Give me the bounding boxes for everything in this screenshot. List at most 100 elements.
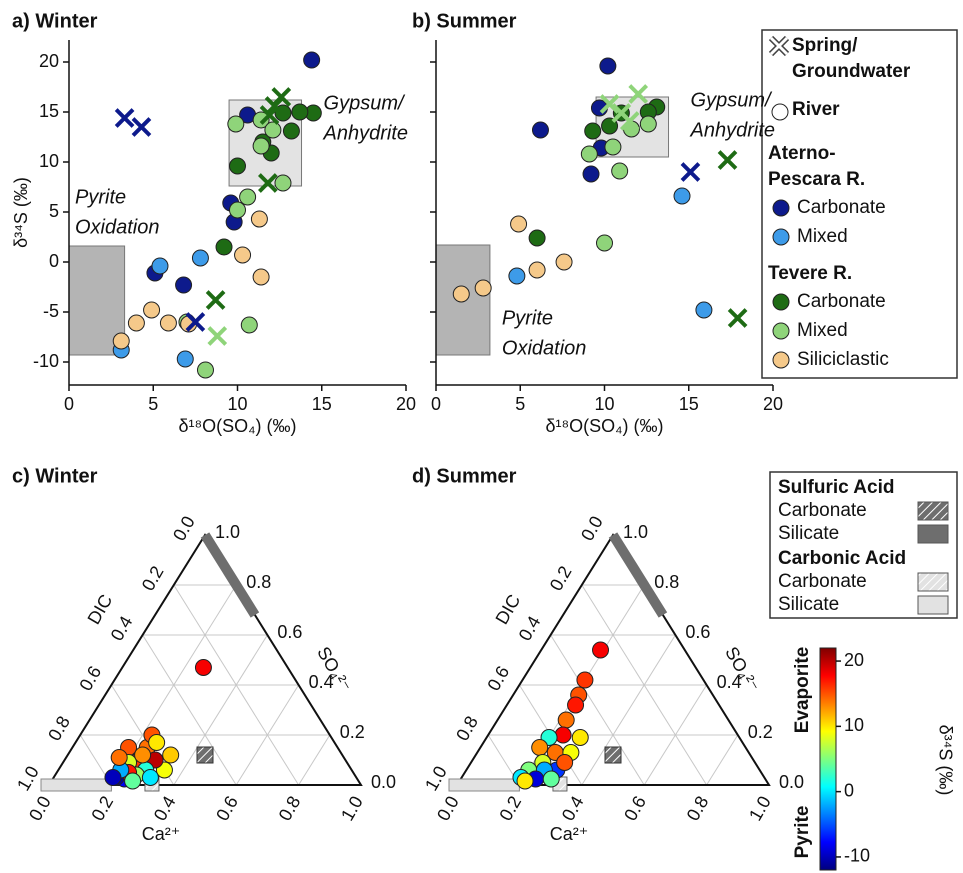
- left-axis-label: DIC: [84, 591, 117, 628]
- sulfuric-silicate: [200, 532, 260, 618]
- region-label: Gypsum/: [691, 89, 773, 111]
- river-point: [176, 350, 194, 368]
- bottom-tick-label: 1.0: [337, 793, 367, 825]
- grid-line: [235, 684, 300, 786]
- left-tick-label: 0.8: [452, 713, 482, 745]
- river-point: [528, 229, 546, 247]
- endmember-label: Silicate: [778, 594, 839, 615]
- endmember-swatch: [917, 524, 949, 544]
- x-tick-label: 5: [148, 394, 158, 414]
- endmember-swatch: [917, 572, 949, 592]
- colorbar-tick-label: 10: [844, 715, 864, 735]
- endmember-swatch: [917, 595, 949, 615]
- colorbar-top-label: Evaporite: [792, 647, 813, 734]
- bottom-axis-label: Ca²⁺: [142, 824, 181, 844]
- spring-marker: [114, 108, 135, 128]
- ternary-point: [134, 746, 152, 764]
- spring-marker: [717, 150, 738, 170]
- grid-line: [173, 634, 268, 786]
- river-point: [452, 285, 470, 303]
- right-tick-label: 0.2: [340, 722, 365, 742]
- bottom-tick-label: 0.8: [275, 793, 305, 825]
- spring-marker: [619, 111, 640, 131]
- river-point: [127, 314, 145, 332]
- left-tick-label: 0.0: [169, 513, 199, 545]
- river-point: [239, 188, 257, 206]
- right-tick-label: 1.0: [623, 522, 648, 542]
- river-point: [508, 267, 526, 285]
- panel-title: d) Summer: [412, 465, 517, 487]
- river-point: [229, 157, 246, 175]
- right-tick-label: 0.4: [717, 672, 742, 692]
- left-tick-label: 0.2: [138, 563, 168, 595]
- x-tick-label: 10: [227, 394, 247, 414]
- river-point: [252, 137, 270, 155]
- legend-group-title: Pescara R.: [768, 169, 865, 190]
- sulfuric-carbonate: [196, 746, 214, 764]
- river-point: [159, 314, 177, 332]
- grid-line: [643, 684, 708, 786]
- legend-label: Mixed: [797, 320, 848, 341]
- ternary-point: [567, 696, 585, 714]
- spring-marker: [628, 84, 649, 104]
- bottom-tick-label: 0.4: [150, 793, 180, 825]
- bottom-axis-label: Ca²⁺: [550, 824, 589, 844]
- ternary-point: [110, 749, 128, 766]
- x-tick-label: 0: [431, 394, 441, 414]
- ternary-frame: [455, 533, 771, 786]
- ternary-point: [148, 734, 166, 751]
- y-tick-label: -5: [43, 301, 59, 321]
- legend-label: Carbonate: [797, 197, 886, 218]
- colorbar-tick-label: 20: [844, 650, 864, 670]
- colorbar-tick-label: -10: [844, 846, 870, 866]
- river-point: [474, 279, 492, 297]
- river-point: [112, 332, 130, 350]
- colorbar-bottom-label: Pyrite: [792, 806, 813, 859]
- ternary-point: [556, 754, 574, 771]
- ternary-point: [571, 729, 589, 746]
- x-tick-label: 20: [763, 394, 783, 414]
- legend-label: Groundwater: [792, 61, 911, 82]
- river-point: [252, 111, 270, 129]
- river-point: [673, 187, 691, 205]
- river-point: [510, 215, 528, 233]
- y-tick-label: 20: [39, 51, 59, 71]
- region-label: Oxidation: [75, 216, 160, 238]
- ternary-point: [557, 711, 575, 729]
- river-point: [151, 257, 169, 275]
- right-tick-label: 0.4: [309, 672, 334, 692]
- colorbar-label: δ³⁴S (‰): [935, 725, 955, 796]
- spring-marker: [131, 117, 152, 137]
- x-tick-label: 10: [594, 394, 614, 414]
- left-tick-label: 1.0: [13, 763, 43, 795]
- left-tick-label: 0.6: [483, 663, 513, 695]
- ternary-point: [194, 659, 212, 676]
- river-point: [555, 253, 573, 271]
- carbonic-silicate: [40, 778, 112, 792]
- left-tick-label: 0.8: [44, 713, 74, 745]
- river-point: [234, 246, 252, 264]
- grid-line: [142, 634, 237, 786]
- ternary-point: [104, 769, 122, 786]
- spring-marker: [264, 96, 285, 116]
- right-tick-label: 0.2: [748, 722, 773, 742]
- y-axis-label: δ³⁴S (‰): [11, 177, 31, 248]
- x-tick-label: 15: [312, 394, 332, 414]
- region-label: Pyrite: [75, 186, 126, 208]
- spring-marker: [207, 326, 228, 346]
- river-point: [596, 234, 613, 252]
- legend-label: Carbonate: [797, 291, 886, 312]
- river-point: [604, 138, 622, 156]
- river-point: [191, 249, 209, 267]
- ternary-point: [592, 641, 610, 659]
- bottom-tick-label: 0.2: [87, 793, 117, 825]
- left-tick-label: 0.6: [75, 663, 105, 695]
- legend-box: [761, 29, 958, 379]
- endmember-group-title: Carbonic Acid: [778, 548, 906, 569]
- bottom-tick-label: 0.8: [683, 793, 713, 825]
- bottom-tick-label: 0.0: [433, 793, 463, 825]
- x-axis-label: δ¹⁸O(SO₄) (‰): [179, 416, 297, 436]
- sulfuric-silicate: [608, 532, 668, 618]
- x-tick-label: 20: [396, 394, 416, 414]
- grid-line: [550, 634, 645, 786]
